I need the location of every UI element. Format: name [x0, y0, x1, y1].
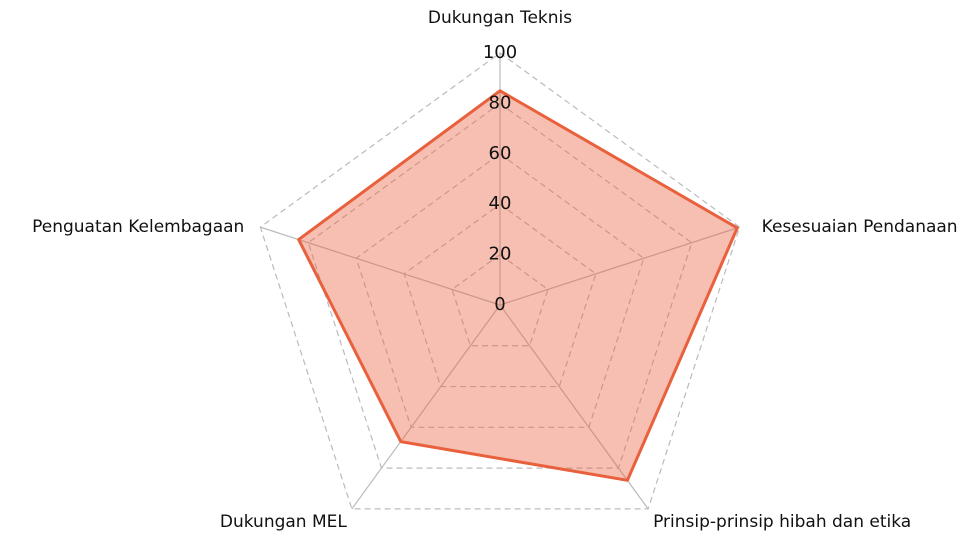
- tick-label: 60: [489, 143, 512, 164]
- grid-ring: [307, 102, 693, 469]
- grid-ring: [259, 52, 741, 510]
- tick-label: 0: [494, 294, 505, 315]
- category-label: Prinsip-prinsip hibah dan etika: [653, 512, 911, 532]
- tick-label: 40: [489, 193, 512, 214]
- axis-spoke: [351, 304, 501, 510]
- tick-label: 100: [483, 42, 517, 63]
- grid-ring: [355, 153, 645, 428]
- category-label: Penguatan Kelembagaan: [32, 217, 244, 237]
- category-label: Dukungan Teknis: [428, 8, 572, 28]
- tick-label: 20: [489, 244, 512, 265]
- data-area: [297, 89, 739, 482]
- category-label: Kesesuaian Pendanaan: [762, 217, 958, 237]
- axis-spoke: [499, 226, 740, 306]
- axis-spoke: [499, 304, 649, 510]
- tick-label: 80: [489, 92, 512, 113]
- category-label: Dukungan MEL: [220, 512, 348, 532]
- grid-ring: [403, 203, 597, 388]
